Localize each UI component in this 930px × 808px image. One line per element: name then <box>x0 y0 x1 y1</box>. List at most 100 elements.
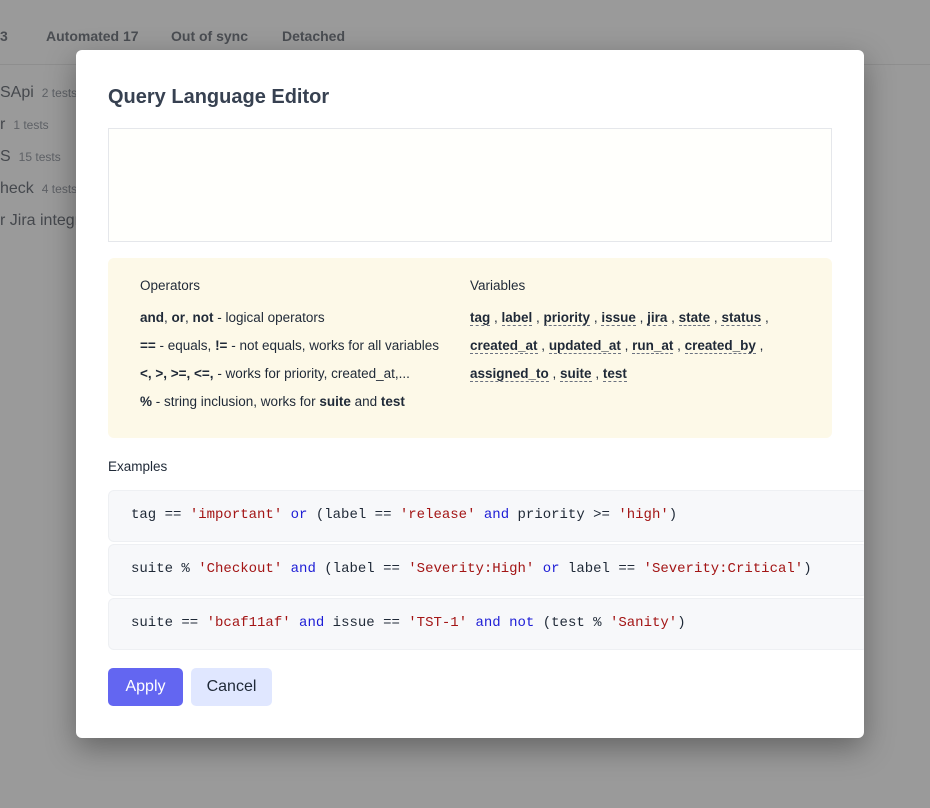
example-query[interactable]: tag == 'important' or (label == 'release… <box>108 490 864 542</box>
code-text: (label == <box>307 507 400 523</box>
operator-text: <, >, >=, <=, <box>140 366 214 381</box>
variable-status[interactable]: status <box>721 310 762 326</box>
operator-line: and, or, not - logical operators <box>140 310 439 338</box>
string-literal: 'TST-1' <box>408 615 468 631</box>
keyword: or <box>290 507 308 523</box>
query-language-editor-modal: Query Language Editor Operators and, or,… <box>76 50 864 738</box>
suite-list: SApi 2 tests r 1 tests S 15 tests heck 4 tests r… <box>0 84 88 244</box>
separator: , <box>490 310 502 325</box>
code-text <box>282 561 290 577</box>
list-item[interactable]: r Jira integr <box>0 212 88 244</box>
string-literal: 'Severity:Critical' <box>643 561 804 577</box>
variable-priority[interactable]: priority <box>543 310 591 326</box>
variable-created_by[interactable]: created_by <box>684 338 756 354</box>
variables-heading: Variables <box>470 278 526 293</box>
variable-issue[interactable]: issue <box>601 310 636 326</box>
separator: , <box>673 338 685 353</box>
operator-text: , <box>164 310 172 325</box>
separator: , <box>591 366 603 381</box>
test-count: 1 tests <box>13 118 49 132</box>
operators-heading: Operators <box>140 278 201 293</box>
suite-name: heck <box>0 180 34 197</box>
string-literal: 'release' <box>399 507 476 523</box>
operator-text: not <box>192 310 214 325</box>
separator: , <box>620 338 633 353</box>
keyword: and <box>299 615 325 631</box>
keyword: not <box>509 615 535 631</box>
operator-text: or <box>171 310 186 325</box>
code-text: ) <box>668 507 678 523</box>
code-text: tag == <box>131 507 190 523</box>
separator: , <box>635 310 648 325</box>
operator-text: and <box>140 310 165 325</box>
list-item[interactable]: S 15 tests <box>0 148 88 180</box>
tab-automated[interactable]: Automated 17 <box>46 28 139 44</box>
suite-name: r Jira integr <box>0 212 81 229</box>
operator-text: test <box>380 394 405 409</box>
operator-text: - works for priority, created_at,... <box>213 366 410 381</box>
string-literal: 'important' <box>189 507 283 523</box>
keyword: and <box>475 615 501 631</box>
code-text: (test % <box>534 615 610 631</box>
suite-name: r <box>0 116 6 133</box>
code-text <box>467 615 475 631</box>
variable-created_at[interactable]: created_at <box>470 338 538 354</box>
code-text: issue == <box>324 615 409 631</box>
examples-label: Examples <box>108 459 168 474</box>
operator-text: suite <box>319 394 351 409</box>
code-text <box>291 615 299 631</box>
code-text <box>501 615 509 631</box>
operator-text: == <box>140 338 156 353</box>
example-query[interactable]: suite == 'bcaf11af' and issue == 'TST-1'… <box>108 598 864 650</box>
list-item[interactable]: r 1 tests <box>0 116 88 148</box>
operator-text: , <box>185 310 193 325</box>
list-item[interactable]: heck 4 tests <box>0 180 88 212</box>
separator: , <box>532 310 544 325</box>
code-text: label == <box>559 561 644 577</box>
variable-tag[interactable]: tag <box>470 310 491 326</box>
variable-run_at[interactable]: run_at <box>632 338 674 354</box>
variables-row: assigned_to , suite , test <box>470 366 769 394</box>
variable-assigned_to[interactable]: assigned_to <box>470 366 549 382</box>
example-query[interactable]: suite % 'Checkout' and (label == 'Severi… <box>108 544 864 596</box>
variable-test[interactable]: test <box>602 366 627 382</box>
code-text <box>534 561 542 577</box>
list-item[interactable]: SApi 2 tests <box>0 84 88 116</box>
test-count: 4 tests <box>41 182 78 196</box>
operator-line: <, >, >=, <=, - works for priority, crea… <box>140 366 439 394</box>
variable-state[interactable]: state <box>678 310 711 326</box>
string-literal: 'Checkout' <box>198 561 283 577</box>
variables-row: created_at , updated_at , run_at , creat… <box>470 338 769 366</box>
operator-text: - string inclusion, works for <box>152 394 320 409</box>
operator-text: != <box>215 338 228 353</box>
separator: , <box>537 338 549 353</box>
apply-button[interactable]: Apply <box>108 668 183 706</box>
separator: , <box>710 310 722 325</box>
code-text: priority >= <box>509 507 619 523</box>
code-text: ) <box>803 561 812 577</box>
separator: , <box>761 310 769 325</box>
variables-column: Variables tag , label , priority , issue… <box>470 278 769 394</box>
variable-updated_at[interactable]: updated_at <box>548 338 621 354</box>
tab-out-of-sync[interactable]: Out of sync <box>171 28 249 44</box>
separator: , <box>755 338 764 353</box>
test-count: 2 tests <box>41 86 78 100</box>
tab-detached[interactable]: Detached <box>282 28 346 44</box>
operator-text: - not equals, works for all variables <box>227 338 440 353</box>
variable-jira[interactable]: jira <box>647 310 668 326</box>
tab-all[interactable]: 3 <box>0 28 8 44</box>
code-text: suite % <box>131 561 199 577</box>
separator: , <box>548 366 561 381</box>
query-input[interactable] <box>108 128 832 242</box>
variable-label[interactable]: label <box>501 310 533 326</box>
variable-suite[interactable]: suite <box>560 366 592 382</box>
suite-name: S <box>0 148 11 165</box>
operator-line: % - string inclusion, works for suite an… <box>140 394 439 422</box>
keyword: and <box>290 561 316 577</box>
code-text: suite == <box>131 615 207 631</box>
cancel-button[interactable]: Cancel <box>191 668 272 706</box>
string-literal: 'high' <box>618 507 669 523</box>
suite-name: SApi <box>0 84 34 101</box>
separator: , <box>667 310 679 325</box>
keyword: or <box>542 561 560 577</box>
